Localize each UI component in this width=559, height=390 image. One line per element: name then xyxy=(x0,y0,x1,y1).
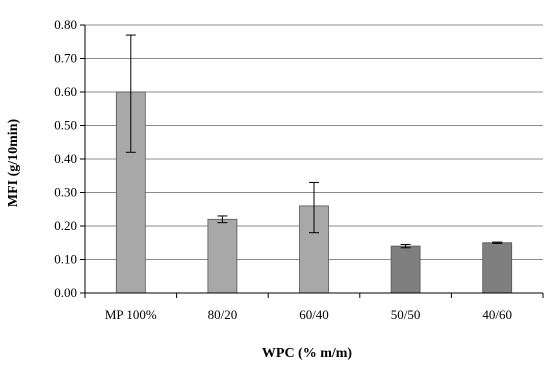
y-tick-label: 0.40 xyxy=(54,151,77,166)
bar xyxy=(482,242,513,294)
y-tick-label: 0.60 xyxy=(54,84,77,99)
x-tick-label: 80/20 xyxy=(208,307,238,322)
y-tick-label: 0.30 xyxy=(54,185,77,200)
x-tick-label: 50/50 xyxy=(391,307,421,322)
y-tick-label: 0.00 xyxy=(54,285,77,300)
axes xyxy=(80,24,544,298)
y-axis-title: MFI (g/10min) xyxy=(6,119,21,208)
y-tick-label: 0.10 xyxy=(54,252,77,267)
x-axis-title: WPC (% m/m) xyxy=(262,346,353,361)
x-tick-label: 40/60 xyxy=(482,307,512,322)
bars xyxy=(115,91,513,294)
error-bars xyxy=(125,34,503,249)
y-tick-labels: 0.00 0.10 0.20 0.30 0.40 0.50 0.60 0.70 0.80 xyxy=(54,17,77,300)
x-tick-labels: MP 100% 80/20 60/40 50/50 40/60 xyxy=(105,307,512,322)
x-tick-label: MP 100% xyxy=(105,307,157,322)
y-tick-label: 0.80 xyxy=(54,17,77,32)
y-tick-label: 0.20 xyxy=(54,218,77,233)
bar xyxy=(390,245,421,294)
x-tick-label: 60/40 xyxy=(299,307,329,322)
bar xyxy=(207,218,238,294)
y-tick-label: 0.50 xyxy=(54,118,77,133)
y-tick-label: 0.70 xyxy=(54,51,77,66)
